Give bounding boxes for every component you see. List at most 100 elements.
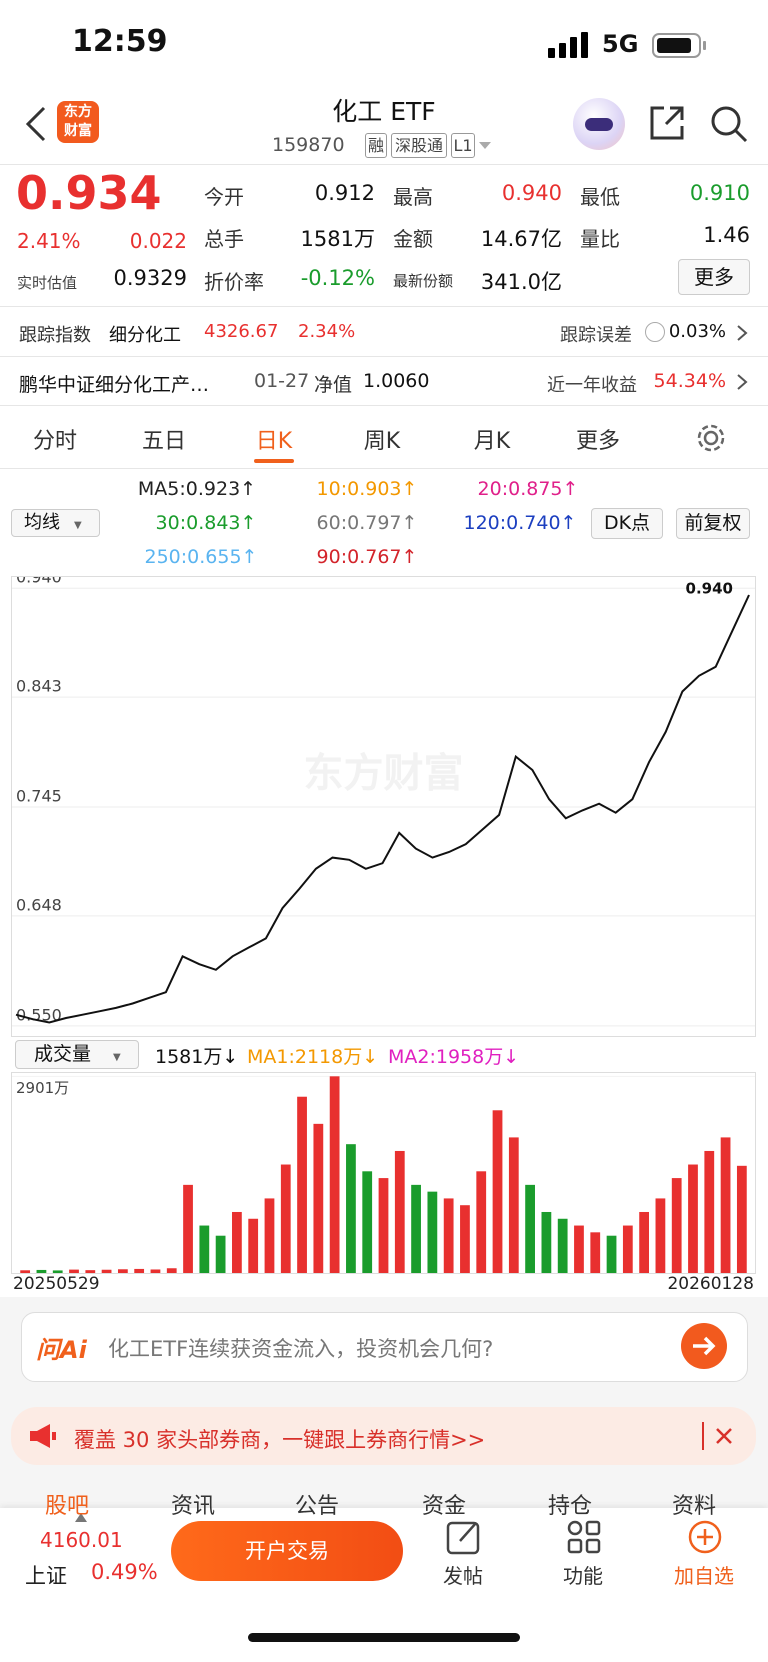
nav-value: 1.0060 [363,370,430,392]
volume-bar [671,1178,682,1273]
page-title: 化工 ETF [332,97,436,126]
volume-bar [280,1164,291,1273]
bottom-action[interactable]: 功能 [563,1564,603,1588]
volume-bar [264,1198,275,1273]
settings-button[interactable] [695,422,727,454]
volume-bar [525,1184,535,1273]
ma-legend-item: 20:0.875↑ [477,478,579,500]
section-tab[interactable]: 公告 [294,1494,339,1519]
volume-bar [655,1198,666,1273]
chart-tab[interactable]: 分时 [32,429,77,454]
section-tab[interactable]: 资讯 [170,1494,215,1519]
volume-bar [215,1235,226,1273]
y-tick-label: 0.940 [16,576,62,587]
start-date: 20250529 [13,1274,100,1294]
volume-bar [720,1137,731,1273]
app-logo: 东方财富 [57,101,99,143]
stat-value: 0.912 [314,181,375,205]
volume-current: 1581万↓ [155,1046,239,1068]
volume-selector-label: 成交量 [34,1043,92,1065]
volume-bar [150,1269,161,1273]
volume-bar [52,1270,63,1273]
index-percent[interactable]: 0.49% [91,1560,158,1584]
chart-tab[interactable]: 更多 [575,429,620,454]
volume-bar [248,1218,259,1273]
volume-bar [704,1150,715,1273]
volume-bar [460,1205,470,1273]
divider [0,405,768,406]
tracking-label: 跟踪指数 [19,325,91,346]
chart-tab[interactable]: 日K [255,429,293,454]
section-tab[interactable]: 资料 [671,1494,716,1519]
back-button[interactable] [24,106,48,142]
volume-bar [85,1270,96,1273]
help-icon[interactable] [645,322,665,342]
volume-bar [199,1225,210,1273]
volume-bar [232,1211,242,1273]
volume-ma2: MA2:1958万↓ [388,1046,520,1068]
chart-tab[interactable]: 月K [473,429,511,454]
share-button[interactable] [648,104,686,142]
section-tab[interactable]: 持仓 [547,1494,592,1519]
chart-option-button[interactable]: 前复权 [676,508,750,539]
stat-value: 341.0亿 [480,270,562,294]
volume-ma1: MA1:2118万↓ [247,1046,379,1068]
ai-banner[interactable] [21,1312,748,1382]
promo-close[interactable] [714,1426,734,1446]
index-value: 4326.67 [204,321,279,342]
volume-bar [101,1269,112,1273]
ma-legend-item: 120:0.740↑ [463,512,577,534]
volume-bar [69,1269,79,1273]
tag: L1 [451,133,475,158]
nav-date: 01-27 [254,370,310,392]
chevron [737,325,748,341]
change-percent: 2.41% [17,229,81,253]
volume-bar [492,1110,503,1273]
stat-value: -0.12% [300,266,375,290]
index-value[interactable]: 4160.01 [40,1528,123,1552]
stat-label: 最低 [580,185,620,209]
volume-bar [736,1165,747,1273]
search-button[interactable] [709,104,749,144]
more-button[interactable]: 更多 [678,259,750,295]
section-tab[interactable]: 股吧 [44,1494,89,1519]
stat-value: 14.67亿 [480,227,562,251]
trade-button[interactable]: 开户交易 [171,1521,403,1581]
section-tab[interactable]: 资金 [421,1494,466,1519]
ma-legend-item: 250:0.655↑ [144,546,258,568]
bottom-action[interactable]: 发帖 [443,1564,483,1588]
chart-tab[interactable]: 周K [363,429,401,454]
fund-code: 159870 [272,134,345,156]
price-line [15,594,750,1024]
fund-name[interactable]: 鹏华中证细分化工产… [19,374,210,396]
stat-value: 0.940 [501,181,562,205]
volume-bar [183,1184,193,1273]
dropdown-arrow[interactable] [478,140,492,150]
y-tick-label: 2901万 [16,1079,69,1097]
volume-bar [606,1235,617,1273]
stat-label: 折价率 [204,270,264,294]
ma-legend-item: 60:0.797↑ [316,512,418,534]
ai-go-button[interactable] [680,1322,728,1370]
home-indicator [248,1633,520,1642]
stat-value: 1581万 [300,227,375,251]
chevron [737,374,748,390]
divider [0,468,768,469]
kline-chart: 东方财富 0.940 0.843 0.745 0.648 0.550 0.940 [11,576,756,1037]
volume-bar [411,1184,421,1273]
chart-option-button[interactable]: DK点 [591,508,663,539]
ma-legend-item: 30:0.843↑ [155,512,257,534]
promo-banner[interactable] [11,1407,756,1465]
stat-value: 0.910 [689,181,750,205]
volume-bar [394,1150,405,1273]
ma-selector[interactable]: 均线 ▼ [11,509,100,537]
assistant-avatar[interactable] [573,98,625,150]
estimate-value: 0.9329 [113,266,187,290]
bottom-action[interactable]: 加自选 [674,1564,734,1588]
volume-bar [541,1211,552,1273]
chart-tab[interactable]: 五日 [141,429,186,454]
volume-selector[interactable]: 成交量 ▼ [15,1040,139,1069]
index-name[interactable]: 上证 [25,1564,67,1588]
return-value: 54.34% [653,370,726,392]
promo-text: 覆盖 30 家头部券商，一键跟上券商行情>> [74,1428,486,1452]
